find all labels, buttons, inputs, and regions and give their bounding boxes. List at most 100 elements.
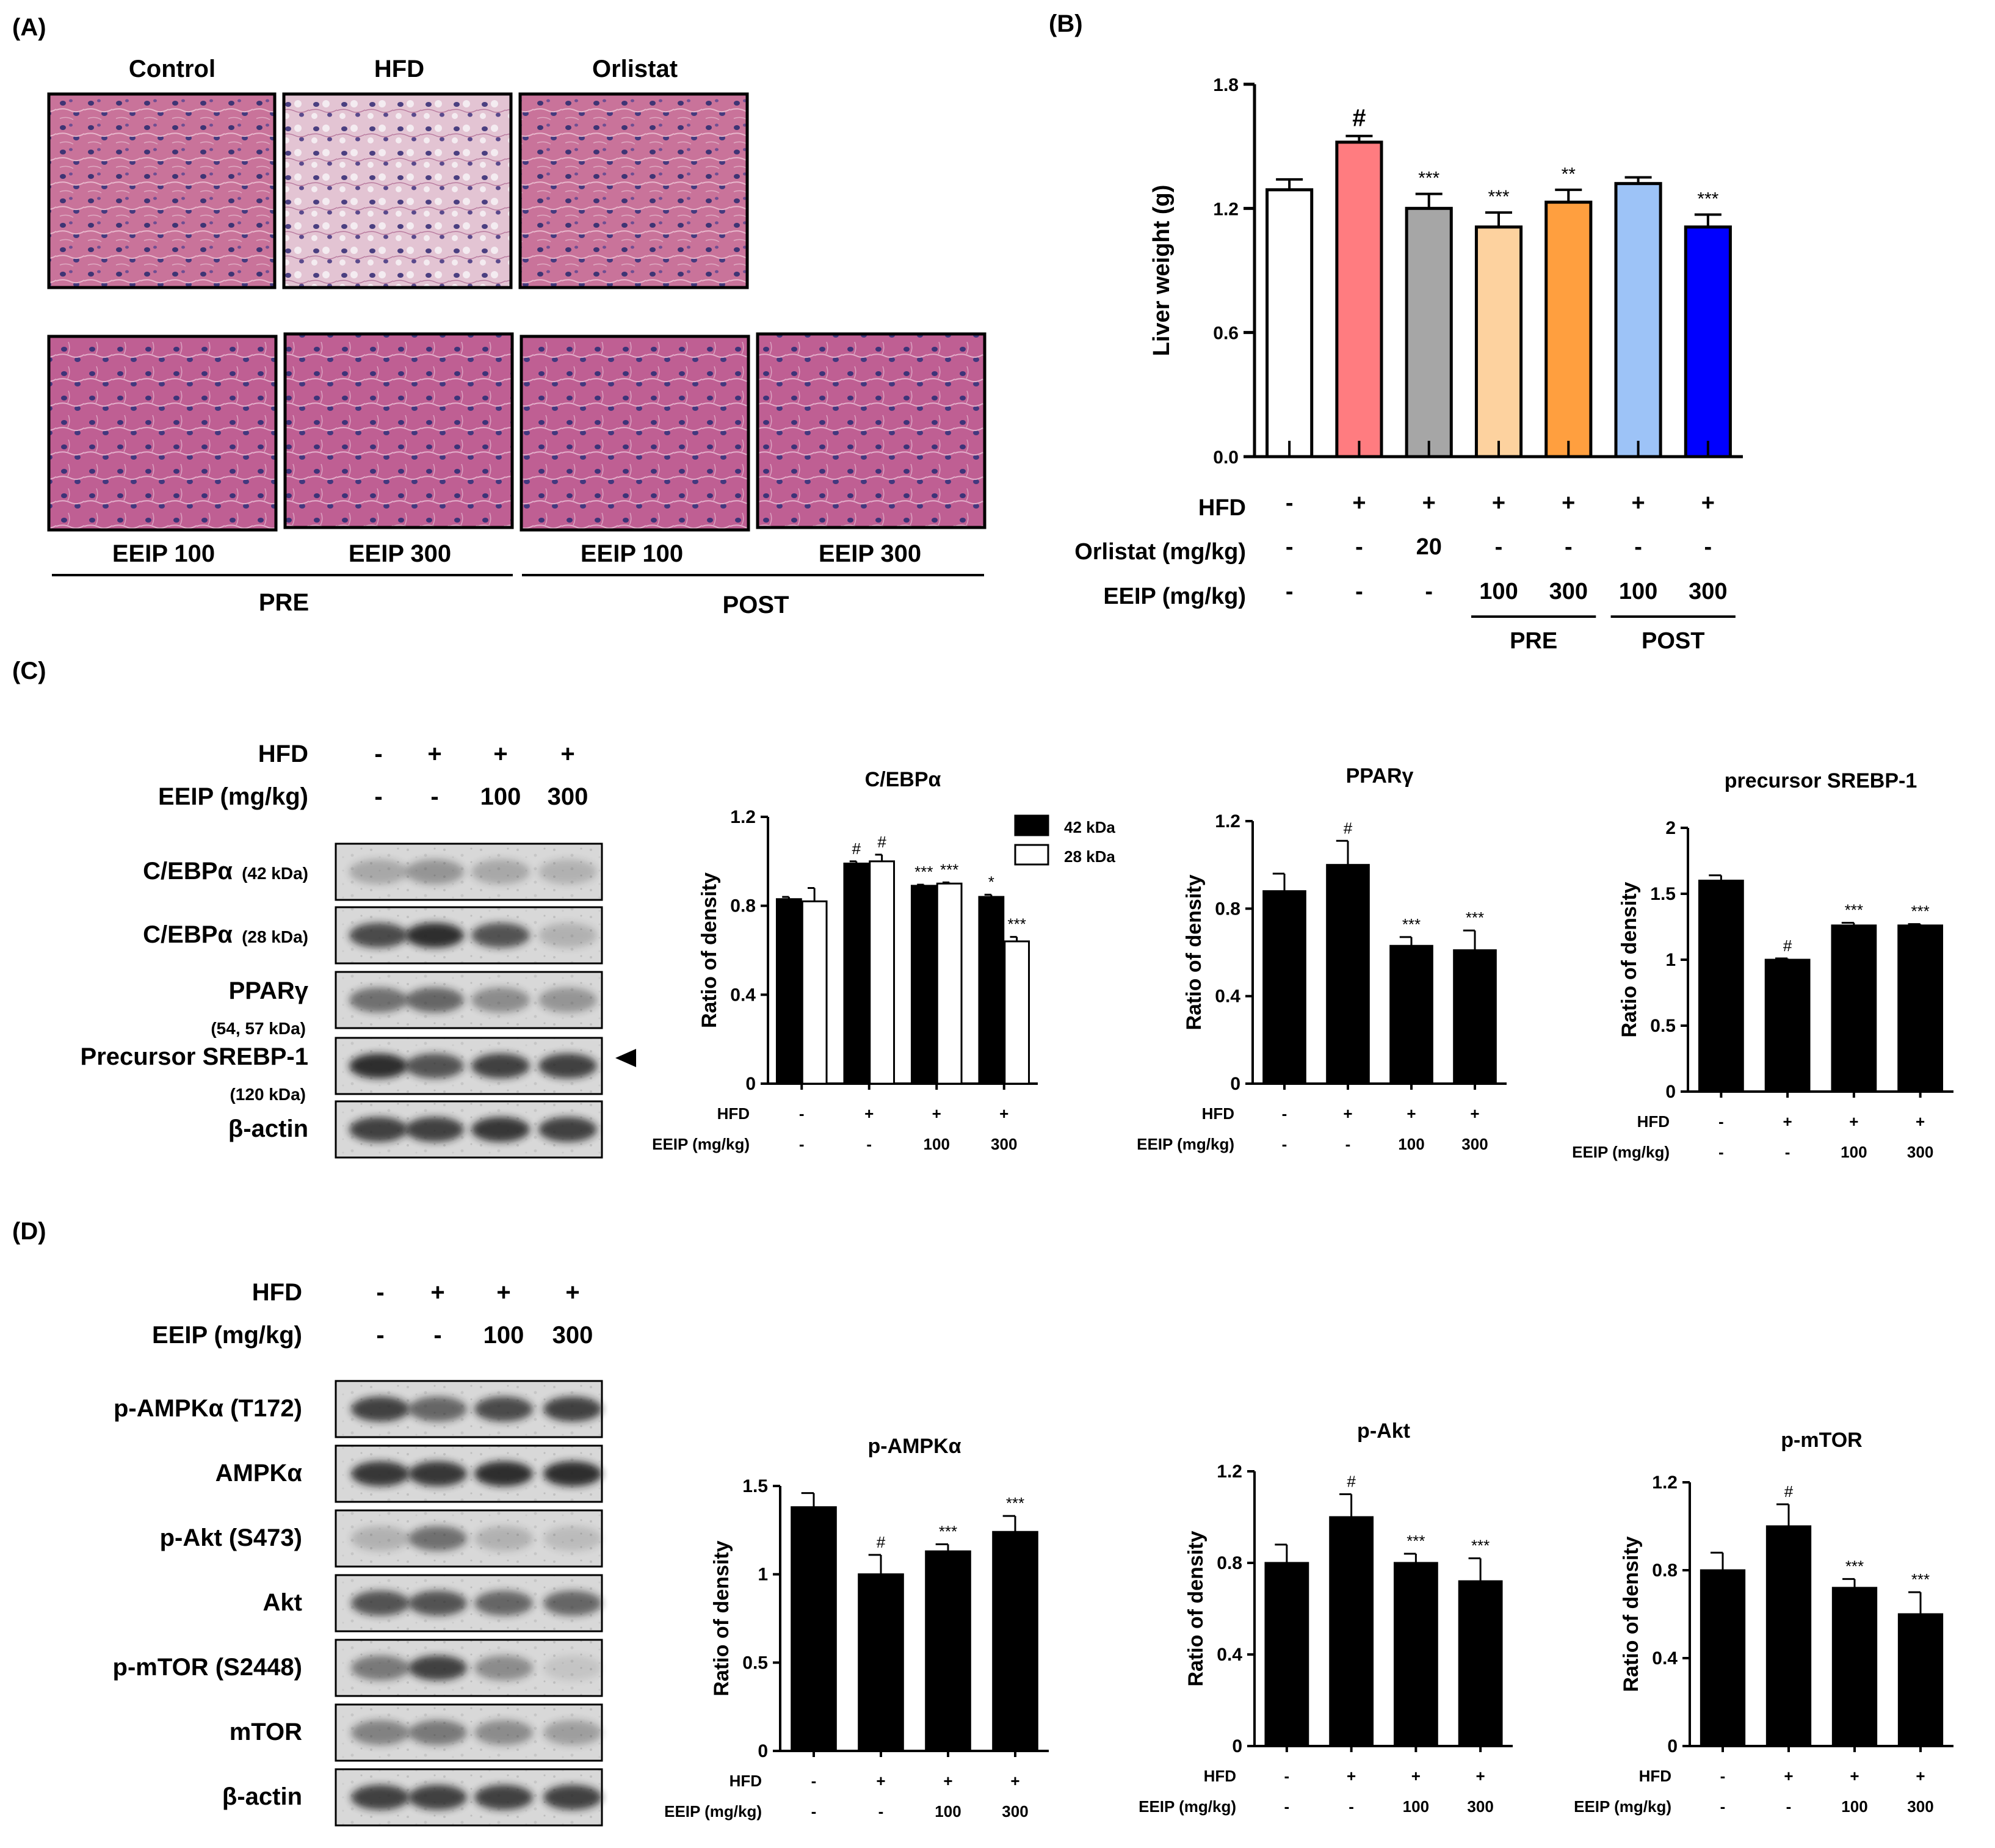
y-axis-label: Ratio of density [698, 872, 721, 1028]
blot-band [408, 1526, 467, 1551]
bar [1393, 1562, 1438, 1747]
blot-eeip-label: EEIP (mg/kg) [158, 783, 308, 810]
blot-hfd-value: + [560, 741, 574, 767]
blot-band [349, 1053, 408, 1079]
bar [925, 1550, 971, 1752]
hfd-row-label: HFD [1637, 1112, 1670, 1131]
hfd-value: + [1916, 1112, 1925, 1131]
blot-band [408, 1396, 467, 1422]
blot-row-label: PPARγ [229, 977, 309, 1004]
condition-value: - [1634, 534, 1642, 560]
bar [1544, 200, 1593, 458]
panel-a-label-pre-300: EEIP 300 [349, 540, 451, 567]
blot-row-label: C/EBPα [143, 921, 233, 948]
eeip-value: 100 [935, 1802, 961, 1821]
histology-pre-eeip-100 [47, 335, 278, 532]
panel-a-label-post-300: EEIP 300 [819, 540, 921, 567]
panel-a-label: (A) [12, 14, 46, 41]
bar [1897, 924, 1944, 1093]
bar [1764, 958, 1811, 1093]
y-axis-label: Ratio of density [1620, 1536, 1643, 1692]
eeip-value: - [1349, 1797, 1354, 1816]
panel-b-label: (B) [1049, 10, 1083, 37]
blot-row-label: β-actin [222, 1783, 302, 1810]
legend-label: 28 kDa [1064, 847, 1115, 866]
blot-eeip-value: 100 [480, 783, 521, 810]
condition-value: 300 [1689, 579, 1727, 604]
blot-eeip-value: 300 [552, 1322, 593, 1349]
blot-band [474, 1655, 533, 1681]
blot-band [471, 859, 530, 885]
condition-value: - [1286, 579, 1294, 604]
bar-significance: *** [1845, 901, 1863, 919]
bar [1265, 188, 1314, 458]
y-tick-label: 0 [1230, 1074, 1240, 1094]
pakt-chart: p-Akt Ratio of density 0 0.4 0.8 1.2 # *** *** HF… [1139, 1419, 1513, 1816]
y-tick-label: 2 [1665, 818, 1676, 838]
blot-hfd-value: + [565, 1279, 579, 1306]
blot-eeip-value: - [374, 783, 382, 810]
hfd-value: + [943, 1772, 952, 1790]
condition-value: 300 [1549, 579, 1588, 604]
bar-significance: # [1347, 1473, 1356, 1491]
blot-band [538, 859, 597, 885]
blot-band [474, 1526, 533, 1551]
bar [1262, 890, 1306, 1085]
panel-d-label: (D) [12, 1218, 46, 1245]
panel-a-title-control: Control [129, 56, 215, 82]
bar-b-significance: *** [1007, 915, 1026, 933]
blot-band [471, 1117, 530, 1142]
blot-band [543, 1461, 602, 1487]
condition-value: - [1355, 579, 1363, 604]
hfd-row-label: HFD [1639, 1767, 1671, 1785]
eeip-value: - [811, 1802, 817, 1821]
y-tick-label: 1.2 [1652, 1473, 1678, 1493]
blot-row-sublabel: (28 kDa) [242, 927, 308, 946]
bar-significance: *** [1402, 915, 1421, 933]
y-tick-label: 0.8 [1652, 1560, 1678, 1581]
blot-row-sublabel: (120 kDa) [230, 1085, 306, 1104]
y-tick-label: 0 [1667, 1736, 1678, 1756]
bar [1335, 140, 1383, 458]
bar [1614, 182, 1662, 458]
blot-band [405, 987, 464, 1013]
hfd-value: + [1850, 1767, 1859, 1785]
blot-hfd-value: - [374, 741, 382, 767]
blot-row-label: Precursor SREBP-1 [81, 1043, 308, 1070]
hfd-value: + [876, 1772, 885, 1790]
blot-hfd-label: HFD [252, 1279, 302, 1306]
panel-b: (B) Liver weight (g)0.00.61.21.8#*******… [1049, 10, 1743, 654]
blot-band [351, 1655, 410, 1681]
eeip-value: - [1282, 1135, 1287, 1153]
blot-eeip-value: - [376, 1322, 384, 1349]
hfd-value: + [932, 1104, 941, 1123]
condition-value: - [1355, 534, 1363, 560]
eeip-value: 300 [1907, 1143, 1933, 1161]
significance: # [1352, 105, 1366, 132]
y-tick-label: 0.0 [1213, 448, 1239, 468]
hfd-value: + [1476, 1767, 1485, 1785]
hfd-value: + [1783, 1112, 1792, 1131]
y-axis-label: Ratio of density [1618, 882, 1641, 1037]
eeip-value: - [1720, 1797, 1726, 1816]
condition-value: 100 [1619, 579, 1657, 604]
condition-value: - [1495, 534, 1503, 560]
y-tick-label: 1.5 [1650, 884, 1676, 904]
blot-band [471, 922, 530, 948]
bar-significance: # [1344, 819, 1353, 837]
pparg-chart: PPARγ Ratio of density 0 0.4 0.8 1.2 # *** *** HF… [1137, 764, 1507, 1153]
hfd-value: - [799, 1104, 805, 1123]
y-tick-label: 1 [1665, 950, 1676, 970]
y-tick-label: 0.8 [730, 896, 756, 916]
bar-b [936, 882, 963, 1085]
legend-label: 42 kDa [1064, 818, 1115, 836]
blot-band [405, 922, 464, 948]
blot-band [349, 987, 408, 1013]
bar [1698, 879, 1744, 1093]
bar [1831, 924, 1877, 1093]
arrowhead-icon [615, 1049, 636, 1067]
blot-band [351, 1590, 410, 1616]
eeip-value: 100 [1403, 1797, 1429, 1816]
bar-significance: # [1784, 1482, 1794, 1501]
